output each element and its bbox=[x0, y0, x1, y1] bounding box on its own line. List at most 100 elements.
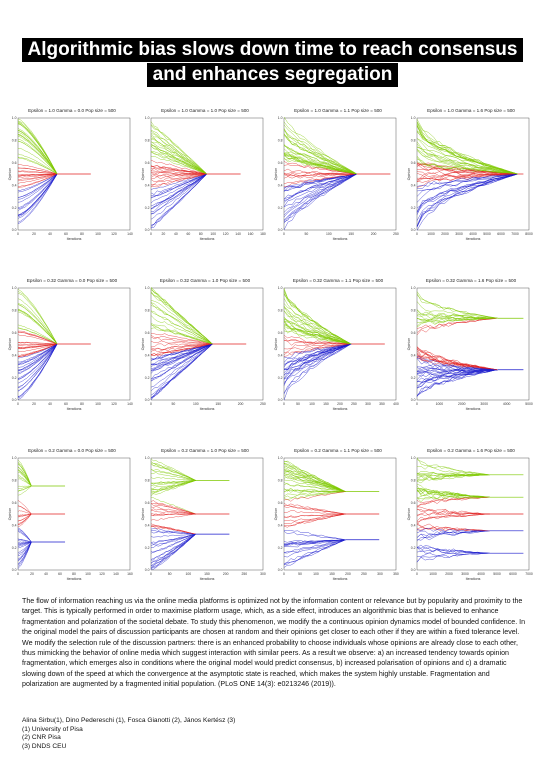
opinion-trajectory bbox=[150, 302, 213, 345]
opinion-trajectory bbox=[416, 489, 490, 498]
opinion-panel: Epsilon = 1.0 Gamma = 1.0 Pop size = 500… bbox=[141, 108, 269, 250]
y-tick-label: 0.4 bbox=[411, 353, 416, 357]
opinion-trajectory bbox=[283, 502, 346, 515]
y-tick-label: 0.8 bbox=[278, 139, 283, 143]
opinion-trajectory bbox=[150, 333, 213, 345]
opinion-trajectory bbox=[17, 343, 58, 398]
opinion-trajectory bbox=[283, 473, 346, 492]
opinion-trajectory bbox=[17, 541, 32, 544]
opinion-trajectory bbox=[283, 298, 352, 345]
opinion-trajectory bbox=[150, 173, 208, 197]
opinion-trajectory bbox=[283, 539, 346, 564]
opinion-trajectory bbox=[150, 533, 196, 553]
opinion-trajectory bbox=[150, 462, 196, 481]
opinion-trajectory bbox=[17, 541, 32, 569]
opinion-trajectory bbox=[17, 173, 58, 182]
opinion-trajectory bbox=[17, 541, 32, 555]
opinion-trajectory bbox=[283, 310, 352, 345]
opinion-trajectory bbox=[416, 347, 498, 371]
x-tick-label: 250 bbox=[241, 572, 247, 576]
x-tick-label: 300 bbox=[260, 572, 266, 576]
opinion-trajectory bbox=[150, 289, 213, 345]
x-tick-label: 120 bbox=[223, 232, 229, 236]
opinion-trajectory bbox=[150, 167, 208, 175]
opinion-trajectory bbox=[151, 173, 208, 185]
opinion-trajectory bbox=[283, 468, 346, 492]
opinion-trajectory bbox=[17, 343, 58, 364]
plot-frame bbox=[283, 457, 397, 571]
x-tick-label: 60 bbox=[64, 402, 68, 406]
opinion-trajectory bbox=[17, 343, 58, 357]
opinion-trajectory bbox=[416, 173, 518, 213]
opinion-trajectory bbox=[17, 343, 58, 363]
opinion-trajectory bbox=[17, 527, 32, 543]
opinion-panel: Epsilon = 0.32 Gamma = 0.0 Pop size = 50… bbox=[8, 278, 136, 420]
panel-title: Epsilon = 0.32 Gamma = 1.1 Pop size = 50… bbox=[292, 278, 384, 283]
opinion-trajectory bbox=[150, 480, 196, 489]
y-tick-label: 0.4 bbox=[411, 183, 416, 187]
panel-plot: 0.0 0.2 0.4 0.6 0.8 1.0 0 1000 2000 3000 4000 5000 6… bbox=[407, 116, 533, 241]
opinion-trajectory bbox=[150, 343, 213, 366]
opinion-trajectory bbox=[17, 118, 58, 175]
opinion-trajectory bbox=[283, 173, 357, 200]
opinion-trajectory bbox=[150, 151, 208, 175]
x-tick-label: 140 bbox=[127, 232, 133, 236]
opinion-trajectory bbox=[283, 505, 346, 515]
panel-plot: 0.0 0.2 0.4 0.6 0.8 1.0 0 50 100 150 200 250 Iterati… bbox=[274, 116, 399, 241]
opinion-trajectory bbox=[283, 173, 357, 201]
opinion-trajectory bbox=[416, 528, 490, 532]
opinion-trajectory bbox=[283, 539, 346, 554]
panel-plot: 0.0 0.2 0.4 0.6 0.8 1.0 0 20 40 60 80 100 120 140 Iter… bbox=[8, 116, 133, 241]
x-tick-label: 80 bbox=[199, 232, 203, 236]
opinion-trajectory bbox=[150, 477, 196, 481]
opinion-trajectory bbox=[283, 513, 346, 527]
x-tick-label: 60 bbox=[58, 572, 62, 576]
opinion-trajectory bbox=[17, 173, 58, 203]
opinion-trajectory bbox=[283, 145, 357, 175]
x-axis-label: Iterations bbox=[333, 407, 348, 411]
y-tick-label: 0.2 bbox=[411, 206, 416, 210]
opinion-trajectory bbox=[17, 167, 58, 175]
affiliation-3: (3) DNDS CEU bbox=[22, 742, 67, 750]
opinion-trajectory bbox=[283, 539, 346, 558]
x-tick-label: 0 bbox=[416, 232, 418, 236]
opinion-trajectory bbox=[283, 173, 357, 191]
y-tick-label: 0.8 bbox=[411, 309, 416, 313]
opinion-trajectory bbox=[17, 485, 32, 487]
plot-frame bbox=[150, 457, 264, 571]
opinion-trajectory bbox=[17, 485, 32, 492]
plot-frame bbox=[17, 287, 131, 401]
opinion-trajectory bbox=[283, 482, 346, 492]
opinion-trajectory bbox=[17, 513, 32, 528]
opinion-trajectory bbox=[17, 163, 58, 175]
opinion-trajectory bbox=[150, 324, 213, 345]
opinion-trajectory bbox=[17, 343, 58, 375]
y-tick-label: 0.0 bbox=[411, 568, 416, 572]
opinion-trajectory bbox=[283, 343, 352, 368]
opinion-trajectory bbox=[150, 343, 213, 353]
x-tick-label: 150 bbox=[204, 572, 210, 576]
opinion-trajectory bbox=[17, 343, 58, 372]
opinion-panel: Epsilon = 0.32 Gamma = 1.1 Pop size = 50… bbox=[274, 278, 402, 420]
opinion-trajectory bbox=[416, 552, 490, 563]
opinion-trajectory bbox=[283, 293, 352, 345]
x-tick-label: 300 bbox=[365, 402, 371, 406]
x-tick-label: 20 bbox=[30, 572, 34, 576]
y-tick-label: 1.0 bbox=[411, 286, 416, 290]
opinion-trajectory bbox=[150, 151, 208, 175]
opinion-trajectory bbox=[283, 339, 352, 345]
y-tick-label: 0.6 bbox=[145, 161, 150, 165]
y-axis-label: Opinion bbox=[274, 168, 278, 180]
opinion-trajectory bbox=[17, 499, 32, 515]
opinion-trajectory bbox=[17, 513, 32, 516]
opinion-trajectory bbox=[416, 508, 490, 515]
y-tick-label: 0.0 bbox=[145, 228, 150, 232]
opinion-panel: Epsilon = 0.32 Gamma = 1.0 Pop size = 50… bbox=[141, 278, 269, 420]
opinion-panel: Epsilon = 1.0 Gamma = 1.6 Pop size = 500… bbox=[407, 108, 535, 250]
opinion-trajectory bbox=[18, 343, 58, 352]
opinion-trajectory bbox=[17, 173, 58, 193]
opinion-trajectory bbox=[416, 357, 498, 371]
panel-title: Epsilon = 0.2 Gamma = 1.0 Pop size = 500 bbox=[161, 448, 249, 453]
opinion-trajectory bbox=[150, 531, 196, 535]
opinion-trajectory bbox=[17, 173, 58, 209]
